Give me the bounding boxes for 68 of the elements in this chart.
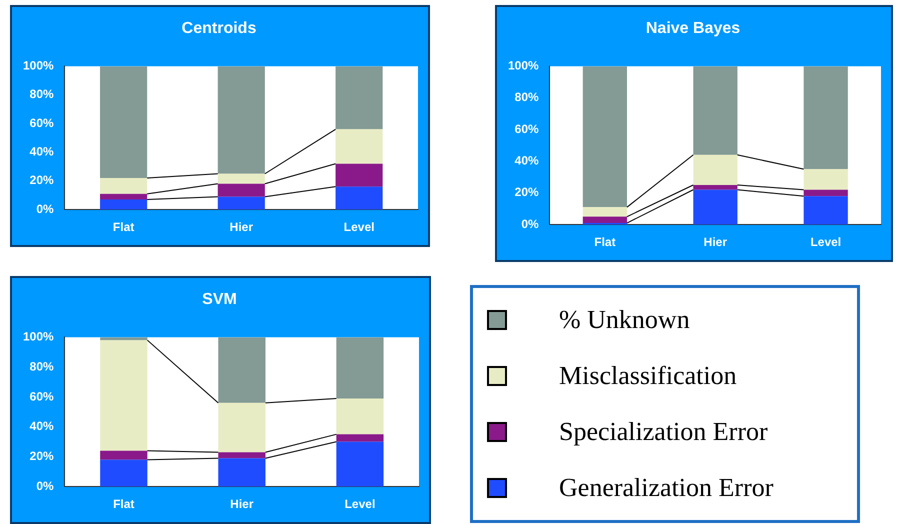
chart-title: SVM	[202, 291, 237, 308]
y-tick-label: 80%	[30, 359, 54, 374]
bar	[218, 184, 265, 197]
x-tick-label: Hier	[230, 497, 254, 512]
bar	[218, 196, 265, 210]
bar	[218, 452, 266, 458]
y-tick-label: 60%	[30, 389, 54, 404]
bar	[100, 200, 148, 210]
bar	[100, 194, 148, 200]
y-tick-label: 60%	[514, 122, 540, 136]
bar	[336, 398, 384, 434]
x-tick-label: Flat	[594, 235, 616, 250]
y-tick-label: 100%	[22, 330, 54, 344]
x-tick-label: Flat	[112, 220, 134, 234]
bar	[218, 66, 265, 174]
legend-label: % Unknown	[559, 305, 690, 335]
x-tick-label: Flat	[113, 497, 134, 512]
y-tick-label: 80%	[514, 90, 540, 104]
y-tick-label: 40%	[514, 154, 540, 168]
y-tick-label: 100%	[508, 58, 540, 73]
y-tick-label: 0%	[36, 478, 54, 493]
bar	[804, 196, 848, 225]
bar	[100, 450, 148, 460]
x-tick-label: Level	[810, 235, 842, 250]
legend-label: Generalization Error	[559, 473, 774, 503]
x-tick-label: Hier	[704, 235, 728, 250]
legend-label: Specialization Error	[559, 417, 768, 447]
bar	[100, 340, 148, 451]
bar	[218, 174, 265, 184]
x-tick-label: Level	[344, 220, 374, 234]
bar	[336, 434, 384, 442]
chart-title: Naive Bayes	[646, 20, 740, 38]
bar	[336, 66, 383, 130]
bar	[804, 66, 848, 170]
y-tick-label: 40%	[30, 144, 54, 159]
bar	[336, 442, 384, 487]
bar	[100, 66, 148, 178]
bar	[804, 169, 848, 190]
bar	[693, 185, 738, 190]
x-tick-label: Level	[344, 497, 376, 512]
y-tick-label: 0%	[36, 202, 54, 216]
y-tick-label: 0%	[521, 216, 540, 231]
bar	[100, 178, 148, 194]
y-tick-label: 60%	[30, 116, 54, 130]
bar	[336, 129, 383, 164]
bar	[218, 337, 266, 403]
bar	[218, 402, 266, 452]
bar	[693, 154, 738, 185]
bar	[582, 66, 627, 208]
bar	[336, 337, 384, 398]
bar	[693, 66, 738, 155]
bar	[100, 460, 148, 487]
y-tick-label: 100%	[22, 58, 54, 73]
bar	[336, 164, 383, 187]
y-tick-label: 20%	[30, 449, 54, 464]
y-tick-label: 20%	[30, 173, 54, 188]
y-tick-label: 20%	[514, 185, 540, 200]
bar	[218, 458, 266, 487]
legend-label: Misclassification	[559, 361, 737, 391]
bar	[804, 190, 848, 196]
bar	[336, 186, 383, 210]
y-tick-label: 40%	[30, 419, 54, 434]
x-tick-label: Hier	[230, 220, 254, 234]
y-tick-label: 80%	[30, 87, 54, 102]
bar	[582, 216, 627, 224]
bar	[693, 190, 738, 225]
chart-title: Centroids	[182, 20, 256, 38]
bar	[582, 207, 627, 217]
